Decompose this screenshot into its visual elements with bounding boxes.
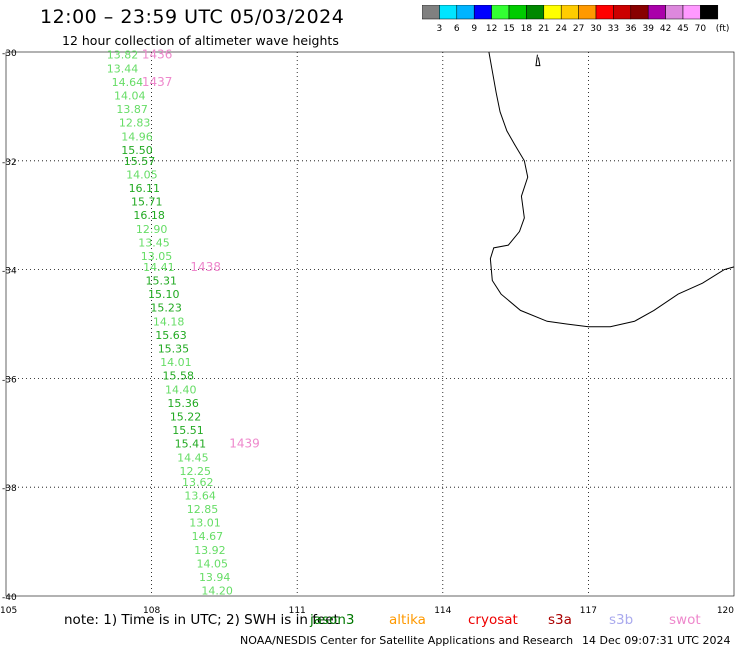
- colorbar-label: 36: [625, 24, 637, 34]
- swh-value: 14.96: [121, 130, 153, 143]
- swh-value: 14.41: [143, 261, 175, 274]
- swh-value: 12.83: [119, 117, 151, 130]
- lat-tick-label: -34: [2, 267, 17, 277]
- colorbar-label: 15: [503, 24, 514, 34]
- swh-value: 15.31: [146, 274, 178, 287]
- swh-value: 13.45: [138, 236, 170, 249]
- lon-tick-label: 108: [143, 606, 160, 616]
- colorbar-label: 6: [454, 24, 460, 34]
- map-subtitle: 12 hour collection of altimeter wave hei…: [62, 33, 339, 48]
- colorbar-swatch: [700, 5, 719, 20]
- pass-time-label: 1439: [229, 437, 260, 451]
- lat-tick-label: -36: [2, 375, 17, 385]
- lon-tick-label: 114: [434, 606, 451, 616]
- swh-value: 15.36: [167, 397, 199, 410]
- swh-value: 14.20: [201, 585, 233, 598]
- swh-value: 15.63: [155, 329, 187, 342]
- colorbar-label: 9: [471, 24, 477, 34]
- swh-value: 14.64: [112, 76, 144, 89]
- colorbar-label: 21: [538, 24, 549, 34]
- swh-value: 15.71: [131, 196, 163, 209]
- colorbar-label: 42: [660, 24, 671, 34]
- legend-cryosat: cryosat: [468, 612, 518, 628]
- swh-value: 13.82: [107, 49, 139, 62]
- credit-line: NOAA/NESDIS Center for Satellite Applica…: [240, 634, 574, 647]
- swh-value: 12.85: [187, 503, 219, 516]
- swh-value: 14.01: [160, 356, 192, 369]
- swh-value: 13.87: [116, 103, 148, 116]
- legend-swot: swot: [669, 612, 701, 628]
- colorbar-unit: (ft): [716, 24, 730, 34]
- pass-time-label: 1436: [142, 48, 173, 62]
- swh-value: 12.25: [180, 465, 212, 478]
- swh-value: 14.05: [197, 557, 229, 570]
- lon-tick-label: 111: [289, 606, 306, 616]
- lat-tick-label: -30: [2, 49, 17, 59]
- colorbar-label: 45: [677, 24, 688, 34]
- colorbar-label: 18: [521, 24, 533, 34]
- pass-time-label: 1437: [142, 75, 173, 89]
- swh-value: 15.51: [172, 424, 204, 437]
- swh-value: 12.90: [136, 223, 168, 236]
- swh-value: 14.67: [192, 530, 224, 543]
- legend-jason3: jason3: [310, 612, 355, 628]
- colorbar-label: 70: [695, 24, 707, 34]
- lon-tick-label: 120: [717, 606, 734, 616]
- swh-value: 15.58: [163, 370, 195, 383]
- swh-value: 13.92: [194, 544, 226, 557]
- legend-s3b: s3b: [609, 612, 634, 628]
- swh-value: 15.10: [148, 288, 180, 301]
- swh-value: 13.01: [189, 517, 221, 530]
- lat-tick-label: -38: [2, 484, 17, 494]
- colorbar-label: 39: [642, 24, 654, 34]
- coastline: [488, 51, 735, 328]
- swh-value: 13.44: [107, 62, 139, 75]
- swh-value: 15.57: [124, 155, 156, 168]
- swh-value: 14.45: [177, 451, 209, 464]
- lat-tick-label: -40: [2, 593, 17, 603]
- lon-tick-label: 117: [580, 606, 597, 616]
- colorbar-label: 27: [573, 24, 584, 34]
- swh-value: 14.18: [153, 315, 185, 328]
- map-frame: [5, 51, 735, 597]
- generated-timestamp: 14 Dec 09:07:31 UTC 2024: [582, 634, 731, 647]
- swh-value: 13.62: [182, 476, 214, 489]
- swh-value: 15.23: [150, 302, 182, 315]
- swh-value: 14.05: [126, 168, 158, 181]
- swh-value: 16.11: [129, 182, 161, 195]
- lon-tick-label: 105: [0, 606, 17, 616]
- colorbar-label: 33: [608, 24, 619, 34]
- legend-altika: altika: [389, 612, 426, 628]
- swh-value: 15.35: [158, 342, 190, 355]
- swh-value: 14.40: [165, 383, 197, 396]
- swh-value: 13.94: [199, 571, 231, 584]
- swh-value: 16.18: [133, 209, 165, 222]
- colorbar-label: 24: [555, 24, 567, 34]
- wave-height-colorbar: 3 6 9 12 15 18 21 24 27 30 33 36 39 42 45 70 (ft): [422, 5, 730, 34]
- swh-value: 15.41: [175, 438, 207, 451]
- swh-value: 15.50: [121, 144, 153, 157]
- colorbar-label: 30: [590, 24, 602, 34]
- map-title: 12:00 – 23:59 UTC 05/03/2024: [40, 6, 345, 28]
- lat-tick-label: -32: [2, 158, 17, 168]
- colorbar-label: 3: [437, 24, 443, 34]
- swh-value: 14.04: [114, 90, 146, 103]
- island: [535, 54, 541, 67]
- colorbar-label: 12: [486, 24, 497, 34]
- swh-value: 13.64: [184, 489, 216, 502]
- legend-s3a: s3a: [548, 612, 572, 628]
- pass-time-label: 1438: [190, 260, 221, 274]
- swh-value: 15.22: [170, 410, 202, 423]
- footer-note: note: 1) Time is in UTC; 2) SWH is in fe…: [64, 612, 339, 628]
- swh-value: 13.05: [141, 250, 173, 263]
